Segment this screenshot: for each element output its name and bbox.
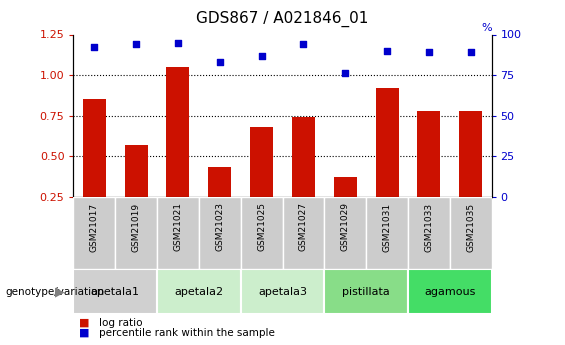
Text: apetala1: apetala1 (91, 287, 140, 296)
Point (299, 41, 308, 47)
Point (383, 48, 392, 53)
Bar (167, 67, 189, 237)
Text: %: % (481, 23, 492, 33)
Bar (125, 145, 147, 237)
Bar (199, 197, 241, 269)
Text: GSM21019: GSM21019 (132, 203, 141, 252)
Bar (241, 197, 282, 269)
Bar (73, 269, 157, 314)
Bar (376, 88, 398, 237)
Text: GSM21023: GSM21023 (215, 203, 224, 252)
Bar (292, 117, 315, 237)
Text: GSM21025: GSM21025 (257, 203, 266, 252)
Bar (208, 167, 231, 237)
Text: apetala3: apetala3 (258, 287, 307, 296)
Bar (115, 197, 157, 269)
Text: ▶: ▶ (55, 285, 65, 298)
Bar (334, 177, 357, 237)
Point (341, 71, 350, 76)
Text: GSM21029: GSM21029 (341, 203, 350, 252)
Bar (83, 99, 106, 237)
Bar (324, 269, 408, 314)
Text: log ratio: log ratio (99, 318, 142, 327)
Bar (366, 197, 408, 269)
Text: genotype/variation: genotype/variation (6, 287, 105, 296)
Text: percentile rank within the sample: percentile rank within the sample (99, 328, 275, 338)
Point (90, 45, 99, 50)
Bar (408, 197, 450, 269)
Point (424, 50, 433, 55)
Bar (408, 269, 492, 314)
Bar (418, 111, 440, 237)
Text: GSM21017: GSM21017 (90, 203, 99, 252)
Bar (157, 269, 241, 314)
Bar (282, 197, 324, 269)
Text: agamous: agamous (424, 287, 475, 296)
Bar (241, 269, 324, 314)
Bar (157, 197, 199, 269)
Text: GSM21035: GSM21035 (466, 203, 475, 252)
Text: GSM21027: GSM21027 (299, 203, 308, 252)
Bar (73, 197, 115, 269)
Bar (250, 127, 273, 237)
Text: GSM21021: GSM21021 (173, 203, 182, 252)
Point (466, 50, 475, 55)
Text: pistillata: pistillata (342, 287, 390, 296)
Text: GSM21031: GSM21031 (383, 203, 392, 252)
Point (215, 59, 224, 65)
Text: apetala2: apetala2 (175, 287, 223, 296)
Point (173, 40, 182, 45)
Bar (324, 197, 366, 269)
Bar (450, 197, 492, 269)
Text: GSM21033: GSM21033 (424, 203, 433, 252)
Point (257, 53, 266, 58)
Text: ■: ■ (79, 318, 90, 327)
Bar (459, 111, 482, 237)
Point (132, 41, 141, 47)
Text: GDS867 / A021846_01: GDS867 / A021846_01 (196, 10, 369, 27)
Text: ■: ■ (79, 328, 90, 338)
